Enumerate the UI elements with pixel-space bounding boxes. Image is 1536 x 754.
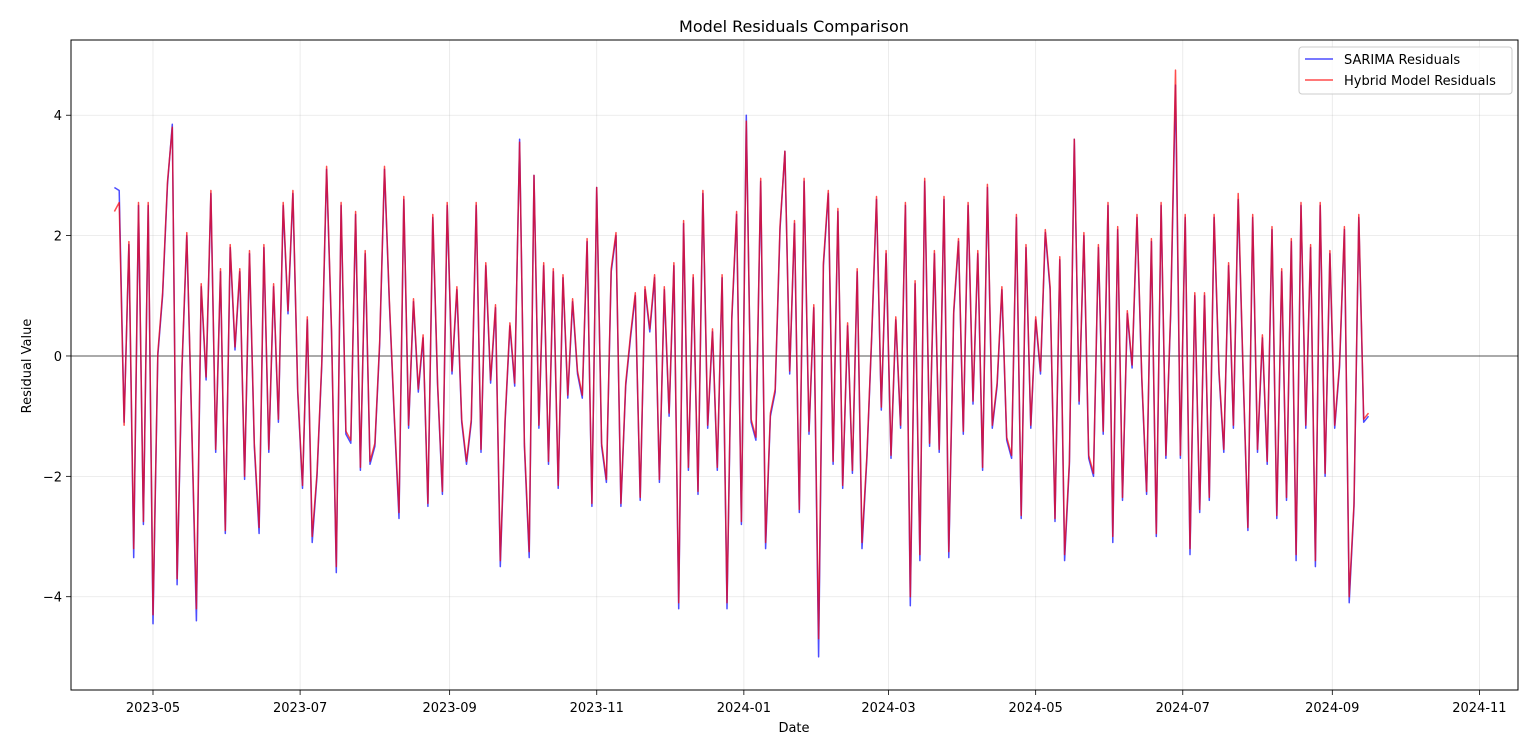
x-tick-label: 2024-09 xyxy=(1305,701,1359,716)
y-axis-label: Residual Value xyxy=(20,319,35,414)
hybrid-residuals-line xyxy=(113,69,1370,640)
x-tick-label: 2024-01 xyxy=(717,701,771,716)
y-tick-label: 0 xyxy=(54,350,62,365)
series-lines xyxy=(113,69,1370,658)
x-tick-label: 2023-11 xyxy=(570,701,624,716)
y-tick-label: 4 xyxy=(54,109,62,124)
chart-title: Model Residuals Comparison xyxy=(679,17,909,36)
x-tick-label: 2024-07 xyxy=(1156,701,1210,716)
x-tick-label: 2024-11 xyxy=(1452,701,1506,716)
axes: 2023-05 2023-07 2023-09 2023-11 2024-01 2024-… xyxy=(43,39,1519,716)
legend: SARIMA Residuals Hybrid Model Residuals xyxy=(1298,46,1513,95)
y-tick-label: 2 xyxy=(54,230,62,245)
y-tick-label: −4 xyxy=(43,591,62,606)
x-tick-label: 2023-05 xyxy=(126,701,180,716)
x-tick-label: 2024-03 xyxy=(861,701,915,716)
plot-frame xyxy=(70,39,1519,691)
x-tick-label: 2024-05 xyxy=(1009,701,1063,716)
x-tick-label: 2023-07 xyxy=(273,701,327,716)
y-tick-label: −2 xyxy=(43,470,62,485)
legend-label-hybrid: Hybrid Model Residuals xyxy=(1344,74,1496,89)
legend-label-sarima: SARIMA Residuals xyxy=(1344,53,1460,68)
x-axis-label: Date xyxy=(778,721,809,736)
x-tick-label: 2023-09 xyxy=(422,701,476,716)
legend-box xyxy=(1298,46,1513,95)
